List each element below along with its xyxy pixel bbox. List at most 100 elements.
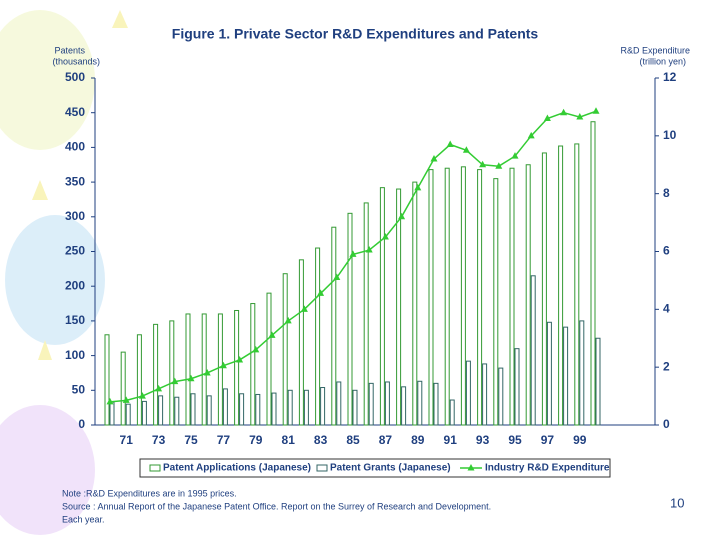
x-tick-label: 93 — [476, 433, 490, 447]
bar — [542, 153, 546, 425]
bar — [159, 396, 163, 425]
line-marker — [560, 109, 567, 116]
bar — [380, 188, 384, 425]
y-axis-label: (thousands) — [52, 56, 100, 66]
bar — [559, 146, 563, 425]
bar — [466, 361, 470, 425]
y-tick-label: 100 — [65, 348, 85, 362]
x-tick-label: 97 — [541, 433, 555, 447]
bar — [299, 260, 303, 425]
bar — [223, 389, 227, 425]
bar — [170, 321, 174, 425]
x-tick-label: 85 — [346, 433, 360, 447]
bar — [332, 227, 336, 425]
bar — [564, 327, 568, 425]
bar — [483, 364, 487, 425]
bar — [591, 122, 595, 425]
bar — [207, 396, 211, 425]
y-tick-label: 50 — [72, 382, 86, 396]
y2-axis-label: R&D Expenditure — [620, 45, 690, 55]
x-tick-label: 99 — [573, 433, 587, 447]
x-tick-label: 81 — [282, 433, 296, 447]
bar — [531, 276, 535, 425]
bar — [402, 387, 406, 425]
y2-tick-label: 0 — [663, 417, 670, 431]
bar — [575, 144, 579, 425]
bar — [110, 402, 114, 425]
background-decoration — [0, 10, 128, 535]
x-tick-label: 71 — [120, 433, 134, 447]
bar — [321, 388, 325, 425]
bar — [385, 382, 389, 425]
y-tick-label: 450 — [65, 105, 85, 119]
x-tick-label: 83 — [314, 433, 328, 447]
y-tick-label: 400 — [65, 140, 85, 154]
legend-label: Patent Grants (Japanese) — [330, 463, 451, 474]
bar — [580, 321, 584, 425]
bar — [494, 179, 498, 425]
y2-tick-label: 2 — [663, 359, 670, 373]
bar — [240, 394, 244, 425]
bar — [515, 349, 519, 425]
y2-tick-label: 10 — [663, 128, 677, 142]
y-tick-label: 500 — [65, 70, 85, 84]
x-tick-label: 89 — [411, 433, 425, 447]
note: Source : Annual Report of the Japanese P… — [62, 501, 491, 511]
bar — [445, 168, 449, 425]
legend-swatch — [317, 465, 327, 471]
x-tick-label: 95 — [508, 433, 522, 447]
bar — [154, 324, 158, 425]
y2-axis-label: (trillion yen) — [639, 56, 686, 66]
bar — [337, 382, 341, 425]
bar — [526, 165, 530, 425]
bar — [353, 390, 357, 425]
bar — [235, 310, 239, 425]
line-marker — [447, 141, 454, 148]
bar — [272, 393, 276, 425]
bar — [256, 394, 260, 425]
bar — [267, 293, 271, 425]
bar — [499, 368, 503, 425]
bar — [418, 381, 422, 425]
bar — [288, 390, 292, 425]
bar — [186, 314, 190, 425]
bar — [126, 404, 130, 425]
x-tick-label: 79 — [249, 433, 263, 447]
y-tick-label: 350 — [65, 174, 85, 188]
note: Each year. — [62, 514, 105, 524]
y2-tick-label: 8 — [663, 186, 670, 200]
legend-swatch — [150, 465, 160, 471]
bar — [251, 304, 255, 425]
bar — [191, 394, 195, 425]
bar — [218, 314, 222, 425]
x-tick-label: 91 — [444, 433, 458, 447]
bar — [283, 274, 287, 425]
bar — [369, 383, 373, 425]
bar — [547, 322, 551, 425]
bar — [105, 335, 109, 425]
y-tick-label: 0 — [78, 417, 85, 431]
legend-label: Industry R&D Expenditure — [485, 463, 610, 474]
page-number: 10 — [670, 495, 684, 510]
bar — [137, 335, 141, 425]
legend-label: Patent Applications (Japanese) — [163, 463, 311, 474]
bar — [429, 170, 433, 425]
bar — [450, 400, 454, 425]
y-tick-label: 150 — [65, 313, 85, 327]
bar — [364, 203, 368, 425]
bar — [596, 338, 600, 425]
bar — [202, 314, 206, 425]
chart-title: Figure 1. Private Sector R&D Expenditure… — [172, 26, 539, 42]
y2-tick-label: 6 — [663, 244, 670, 258]
bar — [304, 390, 308, 425]
y2-tick-label: 12 — [663, 70, 677, 84]
bar — [510, 168, 514, 425]
bar — [397, 189, 401, 425]
y-tick-label: 300 — [65, 209, 85, 223]
y-tick-label: 250 — [65, 244, 85, 258]
y2-tick-label: 4 — [663, 302, 670, 316]
bar — [461, 167, 465, 425]
slide: Figure 1. Private Sector R&D Expenditure… — [0, 0, 710, 540]
note: Note :R&D Expenditures are in 1995 price… — [62, 488, 237, 498]
bar — [434, 383, 438, 425]
